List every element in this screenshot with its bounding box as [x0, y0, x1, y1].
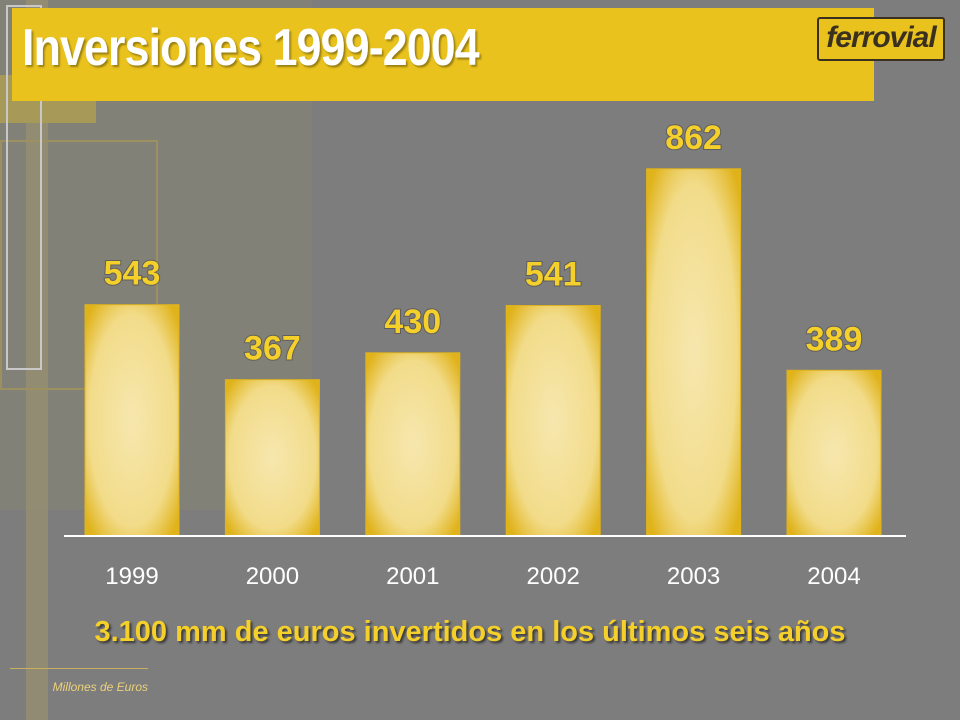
footnote-rule [10, 668, 148, 669]
value-label-2001: 430 [384, 303, 441, 341]
value-label-2000: 367 [244, 330, 301, 368]
decor-frame [0, 140, 158, 390]
x-tick-label-2002: 2002 [527, 563, 580, 590]
x-tick-label-2001: 2001 [386, 563, 439, 590]
bar-2002 [505, 305, 601, 537]
x-tick-label-2003: 2003 [667, 563, 720, 590]
value-label-1999: 543 [104, 255, 161, 293]
bar-1999 [84, 304, 180, 537]
bar-2003 [646, 168, 742, 537]
value-label-2004: 389 [806, 320, 863, 358]
summary-text: 3.100 mm de euros invertidos en los últi… [94, 616, 846, 648]
value-label-2002: 541 [525, 256, 582, 294]
x-tick-label-2000: 2000 [246, 563, 299, 590]
decor-strip [26, 0, 48, 720]
x-tick-label-2004: 2004 [807, 563, 860, 590]
units-footnote: Millones de Euros [52, 680, 148, 694]
title-band [12, 8, 874, 101]
x-tick-label-1999: 1999 [105, 563, 158, 590]
logo-text: ferrovial [826, 21, 936, 54]
page-title: Inversiones 1999-2004 [22, 19, 480, 77]
value-label-2003: 862 [665, 119, 722, 157]
bar-2001 [365, 352, 461, 537]
ferrovial-logo: ferrovial [817, 17, 945, 61]
bar-2004 [786, 369, 882, 537]
decor-outline [6, 5, 42, 370]
bar-2000 [224, 379, 320, 537]
